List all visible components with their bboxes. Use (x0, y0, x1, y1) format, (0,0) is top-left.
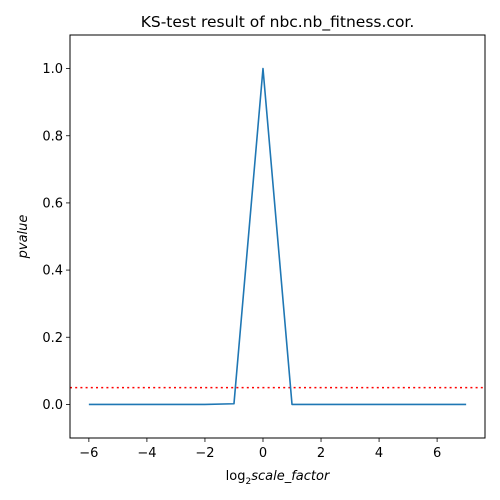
x-tick-label: −2 (195, 446, 214, 461)
y-tick-label: 1.0 (42, 62, 63, 77)
y-tick-label: 0.2 (42, 331, 63, 346)
plot-lines (70, 67, 485, 406)
x-tick-label: 6 (433, 446, 441, 461)
y-axis-label: pvalue (16, 215, 31, 260)
x-axis-label-variable: scale_factor (251, 469, 331, 484)
x-tick-label: 4 (375, 446, 383, 461)
y-axis: 0.0 0.2 0.4 0.6 0.8 1.0 (42, 62, 70, 413)
x-tick-label: −4 (137, 446, 156, 461)
x-axis-label-subscript: 2 (246, 477, 252, 487)
x-axis-label: log2scale_factor (226, 469, 331, 487)
plot-frame (69, 34, 486, 439)
chart-title: KS-test result of nbc.nb_fitness.cor. (141, 13, 415, 32)
x-tick-label: 2 (317, 446, 325, 461)
x-axis: −6 −4 −2 0 2 4 6 (79, 438, 441, 461)
y-tick-label: 0.4 (42, 264, 63, 279)
x-tick-label: −6 (79, 446, 98, 461)
series-line (88, 67, 467, 406)
y-tick-label: 0.6 (42, 196, 63, 211)
y-tick-label: 0.0 (42, 398, 63, 413)
x-axis-label-prefix: log (226, 469, 246, 484)
x-tick-label: 0 (259, 446, 267, 461)
y-tick-label: 0.8 (42, 129, 63, 144)
